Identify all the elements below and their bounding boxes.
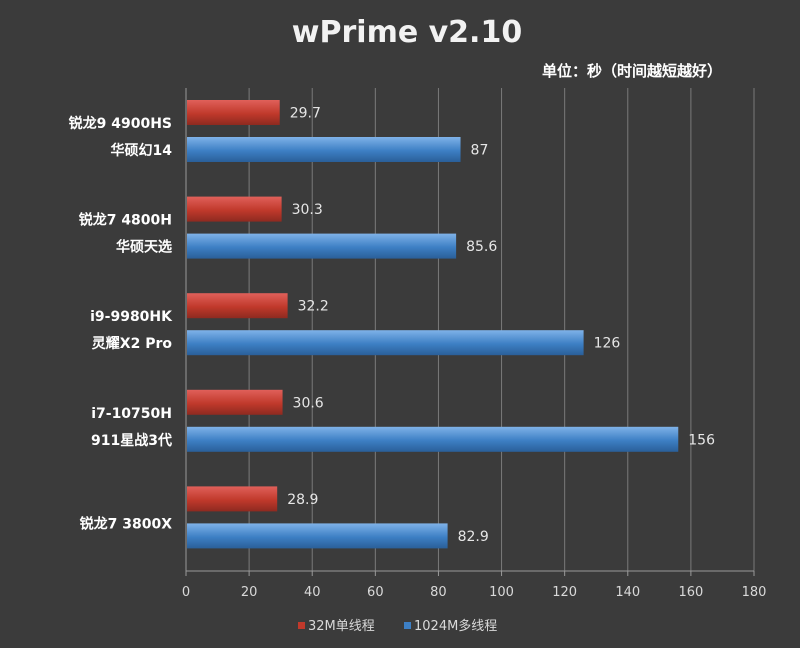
category-label: i7-10750H [91,406,172,422]
bar-multi-thread [187,330,584,356]
bar-multi-thread [187,523,448,549]
bar-single-thread [187,389,283,415]
data-label: 87 [471,143,489,159]
bar-single-thread [187,100,280,125]
data-labels: 29.7 87 30.3 85.6 32.2 126 30.6 156 28.9 82.9 [287,106,715,545]
data-label: 32.2 [298,299,329,315]
chart-subtitle: 单位：秒（时间越短越好） [542,62,722,80]
x-tick-label: 160 [678,585,703,600]
data-label: 30.6 [293,395,324,411]
legend-swatch [298,622,305,629]
chart-title: wPrime v2.10 [292,15,522,50]
legend: 32M单线程 1024M多线程 [298,618,497,634]
category-label: 911星战3代 [91,432,172,449]
category-label: 锐龙7 4800H [79,212,172,229]
legend-label: 1024M多线程 [414,618,497,634]
data-label: 29.7 [290,106,321,122]
bar-multi-thread [187,426,679,452]
x-axis-ticks: 0 20 40 60 80 100 120 140 160 180 [182,571,767,600]
category-label: 华硕幻14 [111,142,173,159]
data-label: 156 [688,432,715,448]
category-label: i9-9980HK [90,309,173,325]
data-label: 82.9 [458,529,489,545]
x-tick-label: 60 [367,585,384,600]
x-tick-label: 120 [552,585,577,600]
bar-single-thread [187,196,282,222]
bars [187,100,679,549]
x-tick-label: 40 [304,585,321,600]
legend-swatch [404,622,411,629]
bar-multi-thread [187,137,461,162]
bar-single-thread [187,486,278,512]
category-label: 锐龙7 3800X [80,515,173,532]
category-label: 锐龙9 4900HS [69,115,172,132]
category-label: 灵耀X2 Pro [92,336,173,352]
x-tick-label: 20 [241,585,258,600]
x-tick-label: 100 [489,585,514,600]
bar-multi-thread [187,233,457,259]
x-tick-label: 140 [615,585,640,600]
gridlines [248,88,755,571]
legend-label: 32M单线程 [308,619,375,634]
x-tick-label: 80 [430,585,447,600]
bar-single-thread [187,293,288,319]
category-labels: 锐龙9 4900HS 华硕幻14 锐龙7 4800H 华硕天选 i9-9980HK 灵耀X… [69,115,174,532]
data-label: 28.9 [287,492,318,508]
x-tick-label: 0 [182,585,190,600]
x-tick-label: 180 [742,585,767,600]
data-label: 126 [594,336,621,352]
data-label: 85.6 [466,239,497,255]
category-label: 华硕天选 [116,239,172,256]
data-label: 30.3 [292,202,323,218]
